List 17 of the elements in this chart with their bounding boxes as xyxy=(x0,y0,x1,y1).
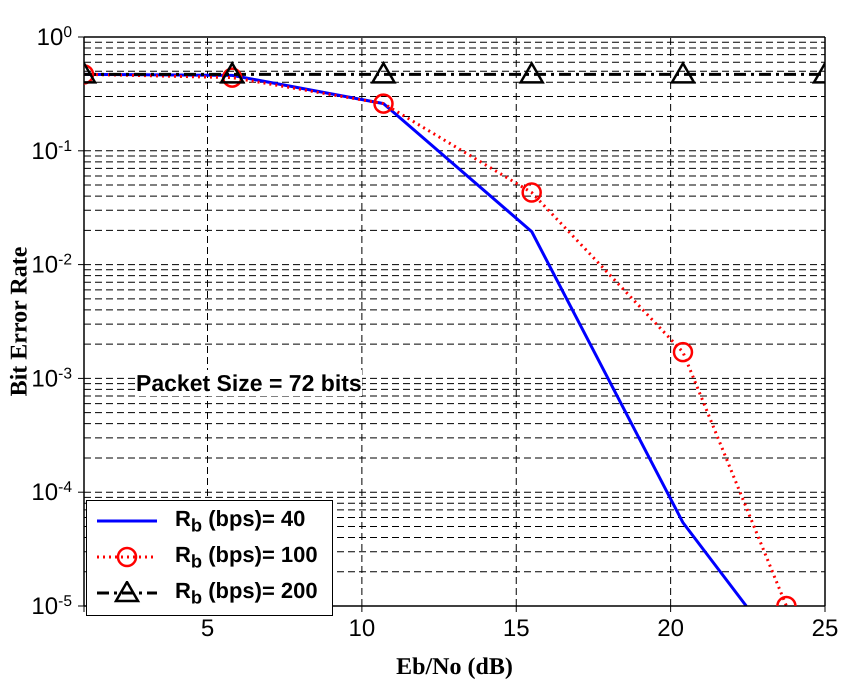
legend-label: R$_{b}$ (bps)= 100 xyxy=(175,542,318,572)
x-tick-label: 15 xyxy=(502,615,530,642)
x-tick-label: 5 xyxy=(200,615,214,642)
y-tick-label: 10$^{-4}$ xyxy=(31,478,72,506)
legend-label: R$_{b}$ (bps)= 40 xyxy=(175,506,306,536)
legend-label: R$_{b}$ (bps)= 200 xyxy=(175,578,318,608)
y-tick-label: 10$^{0}$ xyxy=(36,24,72,51)
x-tick-label: 10 xyxy=(348,615,376,642)
x-tick-label: 20 xyxy=(657,615,684,642)
y-tick-label: 10$^{-3}$ xyxy=(31,364,72,392)
y-tick-label: 10$^{-1}$ xyxy=(31,137,72,165)
x-axis-title: Eb/No (dB) xyxy=(396,654,513,680)
y-tick-label: 10$^{-5}$ xyxy=(31,592,72,620)
x-tick-label: 25 xyxy=(812,615,838,642)
y-tick-label: 10$^{-2}$ xyxy=(31,251,72,279)
annotation: Packet Size = 72 bits xyxy=(136,370,362,396)
y-axis-title: Bit Error Rate xyxy=(6,246,33,396)
